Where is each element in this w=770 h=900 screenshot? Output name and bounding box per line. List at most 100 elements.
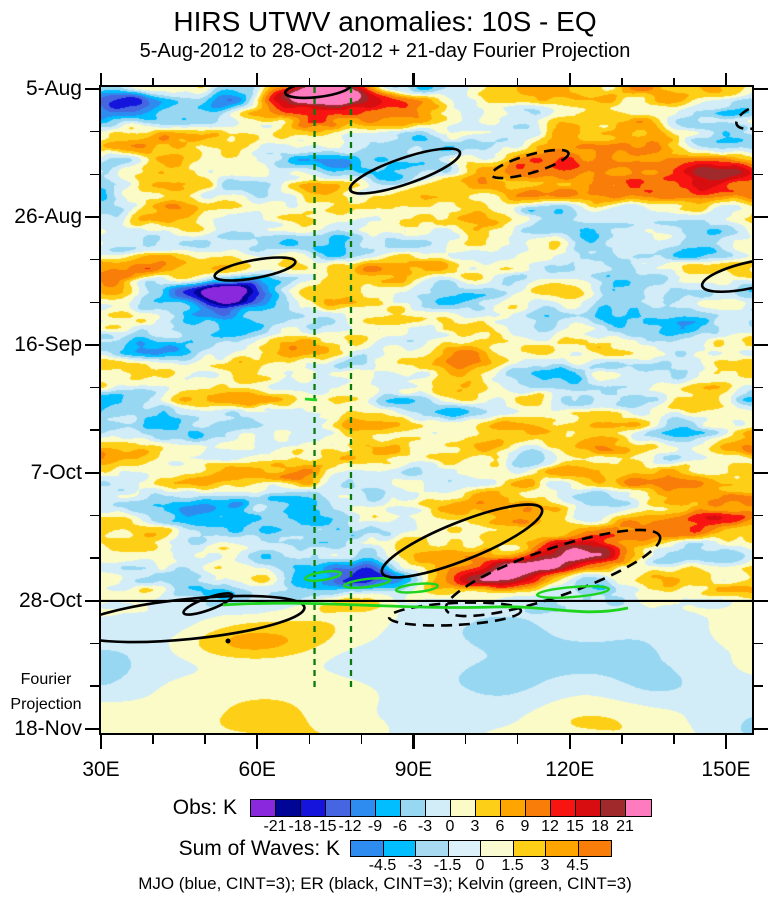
- kelvin-contour: [304, 397, 317, 401]
- tick: [754, 173, 763, 176]
- tick: [673, 735, 675, 744]
- wave-contour-overlay: [100, 86, 752, 692]
- tick: [308, 78, 311, 87]
- tick: [754, 727, 768, 731]
- colorbar-tick-label: 4.5: [566, 857, 589, 874]
- tick: [85, 87, 99, 91]
- colorbar-tick-label: -6: [392, 818, 408, 835]
- colorbar-cell: [383, 841, 416, 856]
- tick: [152, 78, 154, 87]
- x-axis-label-150E: 150E: [701, 758, 751, 781]
- y-axis-label-18-Nov: 18-Nov: [14, 716, 82, 740]
- tick: [516, 735, 519, 744]
- tick: [360, 735, 363, 744]
- tick: [754, 471, 768, 475]
- tick: [85, 215, 99, 219]
- y-axis-label-16-Sep: 16-Sep: [14, 332, 82, 356]
- colorbar-tick-label: 0: [475, 857, 485, 874]
- hovmoller-plot-area: [98, 84, 754, 735]
- colorbar-cell: [426, 800, 451, 816]
- tick: [90, 301, 99, 304]
- er-positive-contour: [380, 502, 543, 579]
- tick: [90, 258, 99, 261]
- y-axis-label-7-Oct: 7-Oct: [30, 460, 82, 484]
- sum-of-waves-colorbar: [350, 840, 612, 857]
- y-axis-label-5-Aug: 5-Aug: [25, 77, 82, 100]
- x-axis-label-90E: 90E: [394, 758, 433, 781]
- tick: [85, 343, 99, 347]
- colorbar-tick-label: 3: [470, 818, 480, 835]
- kelvin-contour: [222, 601, 628, 613]
- tick: [516, 78, 519, 87]
- tick: [152, 735, 154, 744]
- colorbar-cell: [576, 800, 601, 816]
- colorbar-tick-label: 12: [541, 818, 559, 835]
- tick: [754, 301, 763, 304]
- colorbar-cell: [501, 800, 526, 816]
- tick: [621, 78, 623, 87]
- colorbar-cell: [481, 841, 514, 856]
- tick: [754, 130, 763, 133]
- tick: [754, 514, 763, 517]
- sum-of-waves-colorbar-label: Sum of Waves: K: [178, 837, 340, 860]
- fourier-projection-label-line2: Projection: [10, 695, 82, 713]
- tick: [724, 73, 728, 87]
- tick: [85, 471, 99, 475]
- tick: [85, 599, 99, 603]
- kelvin-contour: [394, 581, 439, 594]
- colorbar-tick-label: -4.5: [368, 857, 397, 874]
- colorbar-cell: [626, 800, 651, 816]
- tick: [754, 685, 763, 688]
- tick: [621, 735, 623, 744]
- colorbar-cell: [526, 800, 551, 816]
- tick: [673, 78, 675, 87]
- colorbar-cell: [401, 800, 426, 816]
- colorbar-tick-label: -3: [407, 857, 423, 874]
- tick: [754, 258, 763, 261]
- colorbar-tick-label: 3: [540, 857, 550, 874]
- tick: [724, 735, 728, 749]
- colorbar-tick-label: -18: [288, 818, 312, 835]
- obs-colorbar-label: Obs: K: [172, 796, 237, 819]
- colorbar-cell: [251, 800, 276, 816]
- tick: [204, 78, 206, 87]
- tick: [568, 73, 571, 87]
- x-axis-label-30E: 30E: [82, 758, 120, 781]
- colorbar-tick-label: 15: [566, 818, 584, 835]
- colorbar-tick-label: -3: [417, 818, 433, 835]
- y-axis-label-28-Oct: 28-Oct: [18, 588, 82, 612]
- tick: [99, 735, 103, 749]
- tick: [90, 173, 99, 176]
- tick: [308, 735, 311, 744]
- colorbar-cell: [276, 800, 301, 816]
- tick: [204, 735, 206, 744]
- plot-clip-region: [100, 86, 752, 733]
- contour-legend-caption: MJO (blue, CINT=3); ER (black, CINT=3); …: [138, 874, 632, 893]
- colorbar-tick-label: 1.5: [501, 857, 524, 874]
- colorbar-cell: [513, 841, 546, 856]
- er-positive-contour: [100, 594, 306, 643]
- colorbar-tick-label: -9: [367, 818, 383, 835]
- er-negative-contour: [734, 99, 752, 130]
- tick: [754, 343, 768, 347]
- colorbar-tick-label: 6: [495, 818, 505, 835]
- page-title: HIRS UTWV anomalies: 10S - EQ: [173, 6, 597, 37]
- er-negative-contour: [444, 528, 661, 617]
- tick: [90, 685, 99, 688]
- tick: [754, 87, 768, 91]
- tick: [754, 642, 763, 645]
- tick: [90, 514, 99, 517]
- colorbar-cell: [578, 841, 611, 856]
- er-negative-contour: [489, 148, 570, 179]
- tick: [256, 735, 259, 749]
- colorbar-cell: [351, 841, 384, 856]
- colorbar-cell: [351, 800, 376, 816]
- colorbar-cell: [476, 800, 501, 816]
- tick: [360, 78, 363, 87]
- page-subtitle: 5-Aug-2012 to 28-Oct-2012 + 21-day Fouri…: [139, 40, 631, 62]
- colorbar-tick-label: -15: [313, 818, 337, 835]
- tick: [412, 735, 415, 749]
- tick: [754, 386, 763, 389]
- er-positive-contour: [212, 255, 297, 282]
